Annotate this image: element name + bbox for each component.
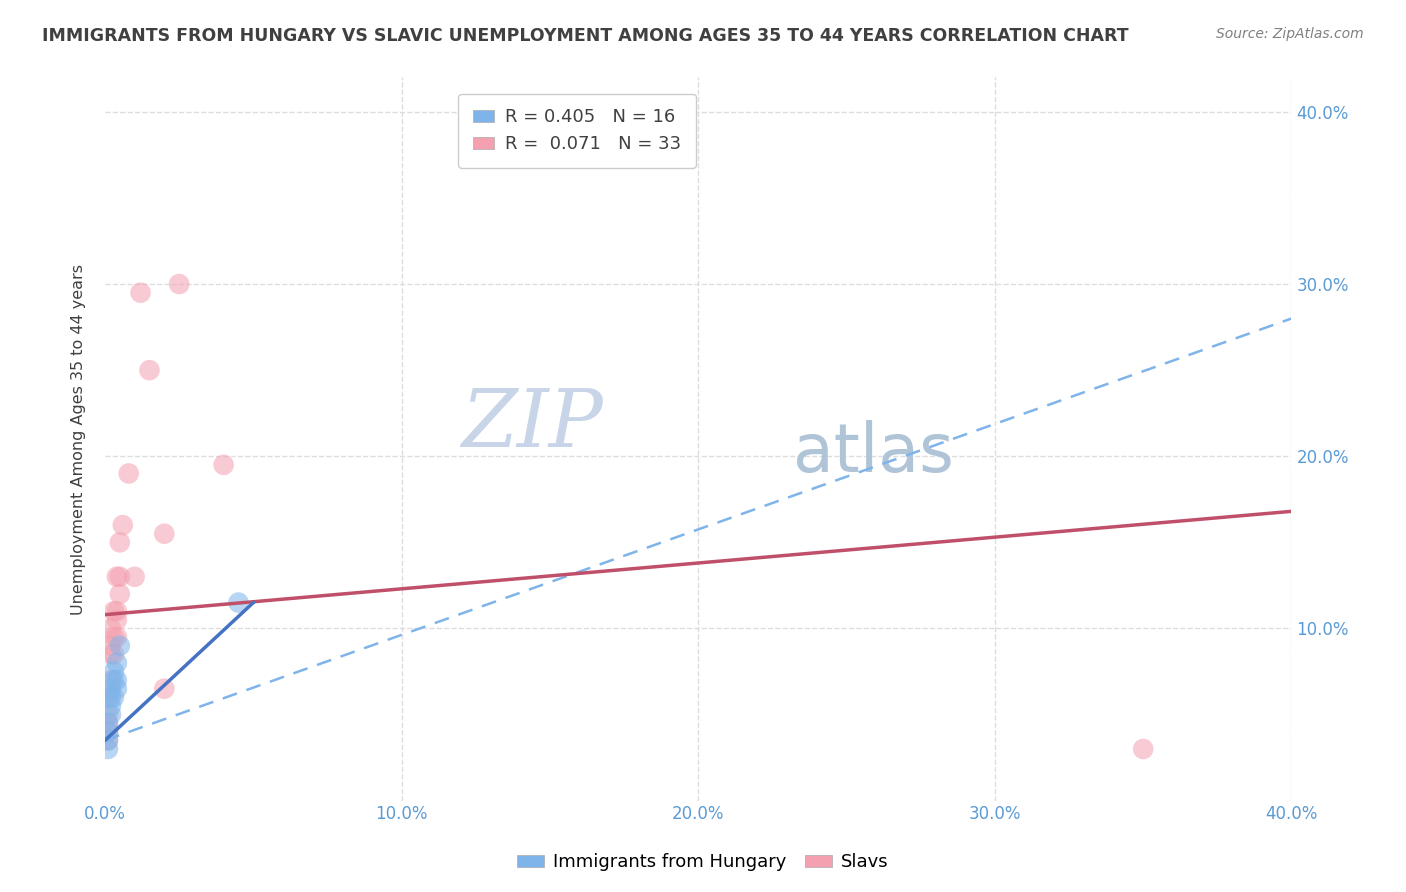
Point xyxy=(103,604,125,618)
Point xyxy=(100,639,122,653)
Point xyxy=(1132,742,1154,756)
Point xyxy=(103,630,125,644)
Point xyxy=(111,518,134,533)
Point xyxy=(212,458,235,472)
Point xyxy=(97,724,120,739)
Point xyxy=(108,639,131,653)
Point xyxy=(108,570,131,584)
Point xyxy=(105,673,128,687)
Point xyxy=(97,733,120,747)
Legend: Immigrants from Hungary, Slavs: Immigrants from Hungary, Slavs xyxy=(510,847,896,879)
Point xyxy=(108,535,131,549)
Point xyxy=(103,665,125,679)
Legend: R = 0.405   N = 16, R =  0.071   N = 33: R = 0.405 N = 16, R = 0.071 N = 33 xyxy=(458,94,696,168)
Point xyxy=(167,277,190,291)
Point xyxy=(153,526,176,541)
Point xyxy=(97,707,120,722)
Point xyxy=(124,570,146,584)
Point xyxy=(97,733,120,747)
Point xyxy=(103,690,125,705)
Text: atlas: atlas xyxy=(793,420,955,486)
Point xyxy=(105,630,128,644)
Point xyxy=(105,613,128,627)
Point xyxy=(129,285,152,300)
Point xyxy=(105,656,128,670)
Point xyxy=(97,724,120,739)
Point xyxy=(100,647,122,661)
Text: ZIP: ZIP xyxy=(461,386,603,463)
Point xyxy=(103,647,125,661)
Point xyxy=(97,690,120,705)
Point xyxy=(138,363,160,377)
Point xyxy=(105,681,128,696)
Point xyxy=(153,681,176,696)
Point xyxy=(100,681,122,696)
Text: IMMIGRANTS FROM HUNGARY VS SLAVIC UNEMPLOYMENT AMONG AGES 35 TO 44 YEARS CORRELA: IMMIGRANTS FROM HUNGARY VS SLAVIC UNEMPL… xyxy=(42,27,1129,45)
Y-axis label: Unemployment Among Ages 35 to 44 years: Unemployment Among Ages 35 to 44 years xyxy=(72,263,86,615)
Point xyxy=(228,596,250,610)
Point xyxy=(118,467,141,481)
Point xyxy=(100,707,122,722)
Point xyxy=(108,587,131,601)
Point xyxy=(97,716,120,731)
Point xyxy=(100,698,122,713)
Point xyxy=(100,690,122,705)
Point xyxy=(100,622,122,636)
Point xyxy=(97,716,120,731)
Text: Source: ZipAtlas.com: Source: ZipAtlas.com xyxy=(1216,27,1364,41)
Point xyxy=(100,673,122,687)
Point xyxy=(103,673,125,687)
Point xyxy=(105,570,128,584)
Point xyxy=(97,742,120,756)
Point xyxy=(105,604,128,618)
